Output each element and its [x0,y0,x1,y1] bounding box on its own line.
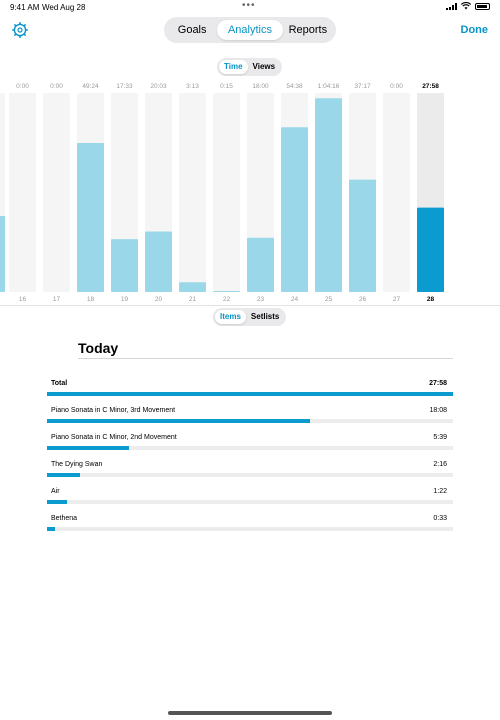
x-tick-label: 21 [189,296,197,303]
bar-value-label: 0:15 [220,83,233,90]
item-name: Air [51,488,60,495]
item-name: Piano Sonata in C Minor, 2nd Movement [51,434,177,441]
progress-fill [47,500,67,504]
status-date: Wed Aug 28 [42,3,86,12]
x-tick-label: 26 [359,296,367,303]
toggle-views[interactable]: Views [252,62,276,71]
x-tick-label: 17 [53,296,61,303]
progress-fill [47,446,129,450]
chart-mode-control: Time Views [217,58,283,76]
list-item[interactable]: Bethena 0:33 [47,513,453,540]
tab-analytics[interactable]: Analytics [217,20,283,40]
item-name: Bethena [51,515,78,522]
list-item[interactable]: Piano Sonata in C Minor, 3rd Movement 18… [47,405,453,432]
item-list: Total 27:58 Piano Sonata in C Minor, 3rd… [47,378,453,540]
item-time: 0:33 [433,515,447,522]
x-tick-label: 27 [393,296,401,303]
x-tick-label: 28 [427,296,435,303]
bar-track-partial [0,93,5,292]
progress-track [47,473,453,477]
battery-icon [475,2,490,10]
toggle-time[interactable]: Time [219,60,248,74]
progress-track [47,392,453,396]
list-item[interactable]: The Dying Swan 2:16 [47,459,453,486]
bar [213,291,240,292]
bar [315,98,342,292]
x-tick-label: 20 [155,296,163,303]
list-item-total[interactable]: Total 27:58 [47,378,453,405]
item-time: 2:16 [433,461,447,468]
progress-track [47,419,453,423]
bar-track [213,93,240,292]
x-tick-label: 25 [325,296,333,303]
progress-track [47,500,453,504]
bar-value-label: 18:00 [252,83,269,90]
bar [111,239,138,292]
toggle-items[interactable]: Items [215,310,246,324]
chart-divider [0,305,500,306]
progress-fill [47,527,56,531]
list-item[interactable]: Air 1:22 [47,486,453,513]
bar-value-label: 1:04:16 [318,83,340,90]
status-bar: 9:41 AM Wed Aug 28 ••• [0,0,500,14]
x-tick-label: 19 [121,296,129,303]
gear-icon[interactable] [12,22,28,38]
status-time: 9:41 AM [10,3,40,12]
bar-value-label: 3:13 [186,83,199,90]
daily-time-chart: 0:00 16 0:00 17 49:24 18 17:33 19 20:03 20 3:13 21 0… [0,80,500,305]
bar [145,231,172,292]
bar-track [9,93,36,292]
main-tab-control: Goals Analytics Reports [164,17,336,43]
item-name: The Dying Swan [51,461,103,468]
bar-value-label: 17:33 [116,83,133,90]
list-mode-control: Items Setlists [213,308,287,326]
bar [281,127,308,292]
bar [247,237,274,292]
item-name: Total [51,380,68,387]
bar-value-label: 37:17 [354,83,371,90]
x-tick-label: 23 [257,296,265,303]
bar-value-label: 0:00 [16,83,29,90]
progress-fill [47,419,311,423]
tab-reports[interactable]: Reports [288,24,328,36]
bar-track [383,93,410,292]
divider [78,358,453,359]
item-name: Piano Sonata in C Minor, 3rd Movement [51,407,176,414]
bar-value-label: 27:58 [422,83,439,90]
bar-value-label: 49:24 [82,83,99,90]
status-indicators [446,2,490,10]
bar-value-label: 0:00 [390,83,403,90]
x-tick-label: 16 [19,296,27,303]
bar-value-label: 54:38 [286,83,303,90]
bar [349,179,376,292]
multitasking-dots-icon[interactable]: ••• [242,0,256,11]
home-indicator [168,711,332,715]
progress-track [47,527,453,531]
bar [77,143,104,292]
list-item[interactable]: Piano Sonata in C Minor, 2nd Movement 5:… [47,432,453,459]
done-button[interactable]: Done [460,24,489,36]
x-tick-label: 22 [223,296,231,303]
item-time: 5:39 [433,434,447,441]
bar-value-label: 0:00 [50,83,63,90]
bar-partial [0,216,5,292]
item-time: 1:22 [433,488,447,495]
progress-fill [47,392,453,396]
bar [417,207,444,292]
x-tick-label: 24 [291,296,299,303]
tab-goals[interactable]: Goals [177,24,207,36]
toggle-setlists[interactable]: Setlists [250,312,280,321]
progress-fill [47,473,80,477]
bar-value-label: 20:03 [150,83,167,90]
wifi-icon [461,2,471,10]
section-title: Today [78,340,119,356]
cellular-signal-icon [446,2,457,10]
bar-track [179,93,206,292]
item-time: 27:58 [429,380,447,387]
bar [179,282,206,292]
bar-track [43,93,70,292]
item-time: 18:08 [429,407,447,414]
x-tick-label: 18 [87,296,95,303]
progress-track [47,446,453,450]
